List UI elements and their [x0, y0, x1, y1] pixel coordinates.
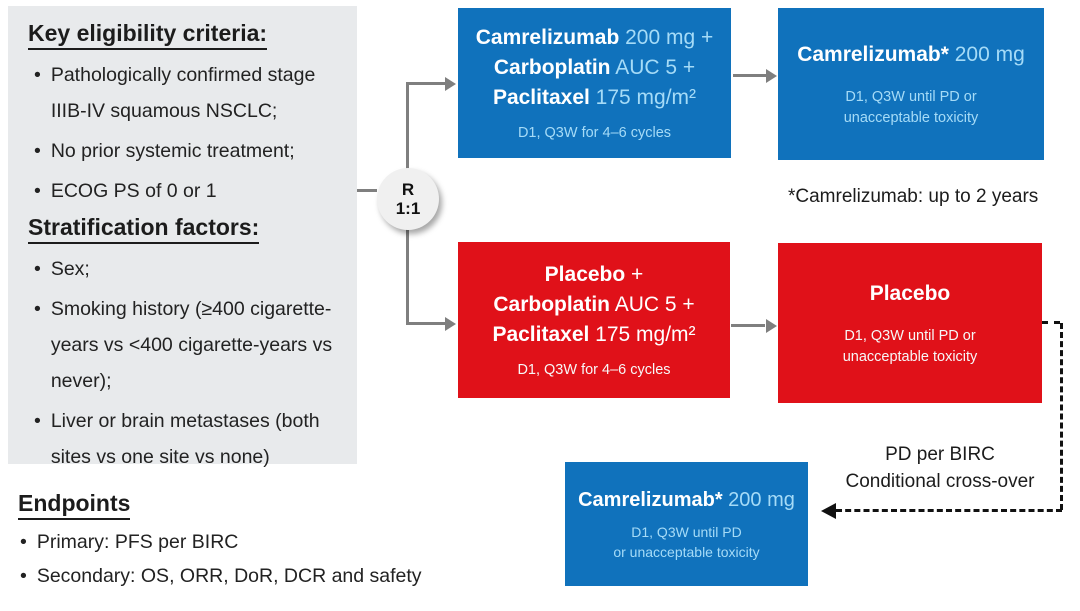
regimen-line: Placebo +: [544, 262, 644, 286]
schedule-text: D1, Q3W until PD or unacceptable toxicit…: [613, 524, 760, 560]
eligibility-item: ECOG PS of 0 or 1: [34, 173, 343, 209]
endpoints-item: Primary: PFS per BIRC: [20, 525, 422, 559]
crossover-dashed-stub: [1042, 321, 1060, 324]
eligibility-item: Pathologically confirmed stage IIIB-IV s…: [34, 57, 343, 129]
stratification-heading: Stratification factors:: [28, 213, 343, 251]
schedule-text: D1, Q3W for 4–6 cycles: [517, 361, 671, 378]
schedule-text: D1, Q3W until PD or unacceptable toxicit…: [843, 88, 979, 126]
arrowhead-arm1-maintenance-icon: [766, 69, 777, 83]
connector-panel-to-circle: [357, 189, 377, 192]
crossover-condition-label: PD per BIRC Conditional cross-over: [845, 444, 1035, 492]
eligibility-heading: Key eligibility criteria:: [28, 19, 343, 57]
crossover-dashed-vertical: [1060, 323, 1063, 510]
connector-circle-down: [406, 228, 409, 324]
camrelizumab-duration-footnote: *Camrelizumab: up to 2 years: [788, 186, 1039, 207]
randomization-circle: R 1:1: [377, 168, 439, 230]
schedule-text: D1, Q3W until PD or unacceptable toxicit…: [842, 327, 978, 365]
regimen-line: Carboplatin AUC 5 +: [493, 292, 695, 316]
arm2-induction-box: Placebo + Carboplatin AUC 5 + Paclitaxel…: [458, 242, 730, 398]
regimen-line: Paclitaxel 175 mg/m²: [492, 322, 696, 346]
randomization-r-label: R: [401, 180, 415, 199]
crossover-arrowhead-icon: [821, 503, 836, 519]
endpoints-item: Secondary: OS, ORR, DoR, DCR and safety: [20, 559, 422, 593]
endpoints-block: Endpoints Primary: PFS per BIRC Secondar…: [18, 489, 422, 593]
eligibility-panel: Key eligibility criteria: Pathologically…: [8, 6, 357, 468]
connector-arm1-maintenance: [733, 74, 767, 77]
connector-to-arm2: [406, 322, 446, 325]
connector-circle-up: [406, 82, 409, 170]
crossover-dashed-horizontal: [836, 509, 1062, 512]
randomization-ratio-label: 1:1: [395, 199, 421, 218]
regimen-line: Camrelizumab 200 mg +: [475, 25, 714, 49]
regimen-line: Camrelizumab* 200 mg: [578, 489, 795, 511]
arrowhead-arm2-icon: [445, 317, 456, 331]
eligibility-item: No prior systemic treatment;: [34, 133, 343, 169]
regimen-line: Carboplatin AUC 5 +: [493, 55, 696, 79]
schedule-text: D1, Q3W for 4–6 cycles: [517, 124, 672, 141]
arrowhead-arm1-icon: [445, 77, 456, 91]
stratification-item: Smoking history (≥400 cigarette-years vs…: [34, 291, 343, 399]
regimen-line: Camrelizumab* 200 mg: [797, 42, 1025, 66]
connector-arm2-maintenance: [731, 324, 765, 327]
connector-to-arm1: [406, 82, 446, 85]
arm1-induction-box: Camrelizumab 200 mg + Carboplatin AUC 5 …: [458, 8, 731, 158]
endpoints-heading: Endpoints: [18, 489, 422, 525]
crossover-box: Camrelizumab* 200 mg D1, Q3W until PD or…: [565, 462, 808, 586]
regimen-line: Placebo: [869, 281, 951, 305]
arm2-maintenance-box: Placebo D1, Q3W until PD or unacceptable…: [778, 243, 1042, 403]
arrowhead-arm2-maintenance-icon: [766, 319, 777, 333]
stratification-item: Liver or brain metastases (both sites vs…: [34, 403, 343, 475]
regimen-line: Paclitaxel 175 mg/m²: [492, 85, 697, 109]
arm1-maintenance-box: Camrelizumab* 200 mg D1, Q3W until PD or…: [778, 8, 1044, 160]
stratification-item: Sex;: [34, 251, 343, 287]
